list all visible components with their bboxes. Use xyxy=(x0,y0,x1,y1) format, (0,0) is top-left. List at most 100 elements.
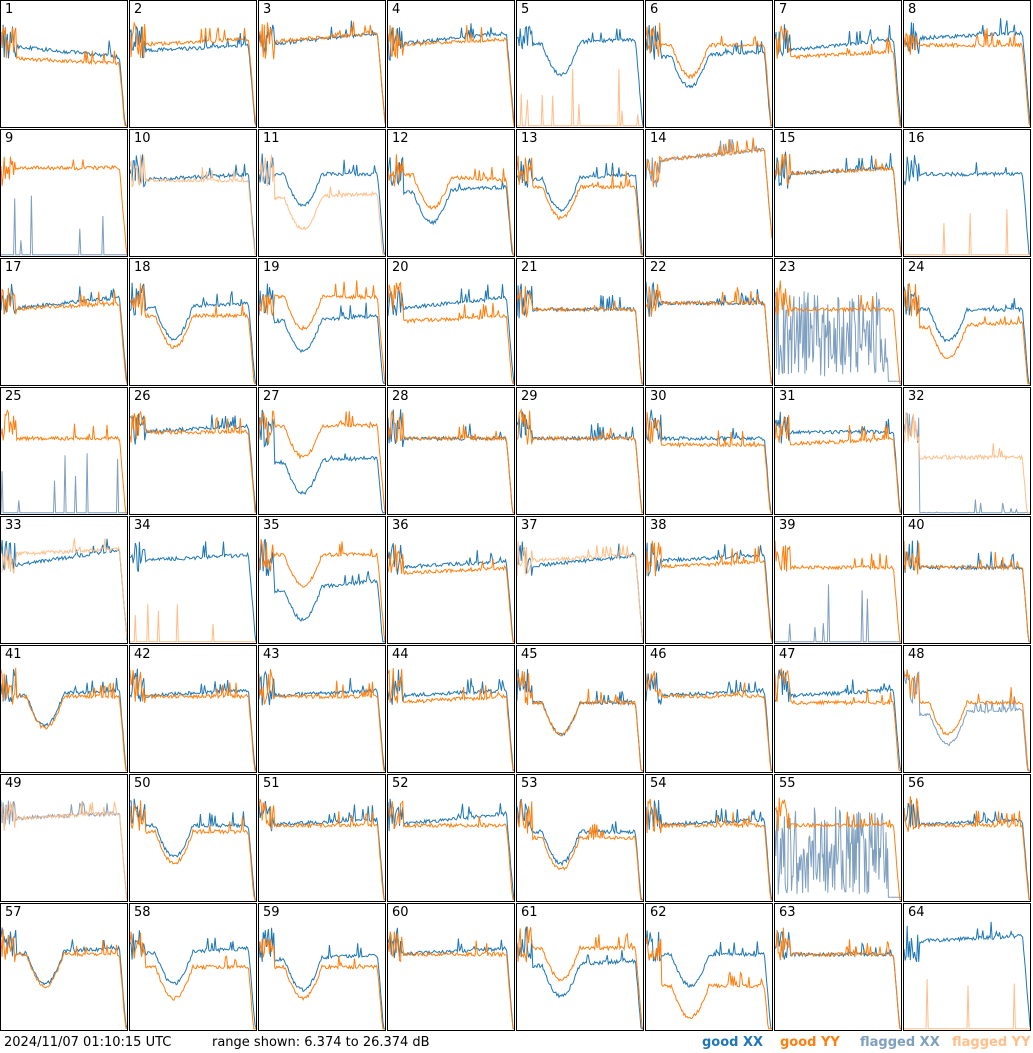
series-yy-line xyxy=(388,544,514,643)
tile-panel: 2 xyxy=(129,0,257,128)
tile-spectrum-plot xyxy=(259,927,385,1030)
tile-number: 4 xyxy=(392,2,401,17)
series-yy-line xyxy=(1,929,127,1029)
series-xx-line xyxy=(646,281,772,384)
series-xx-line xyxy=(1,538,127,641)
series-yy-line xyxy=(517,69,643,127)
tile-number: 64 xyxy=(908,905,925,920)
series-xx-line xyxy=(388,798,514,900)
tile-spectrum-plot xyxy=(388,154,514,256)
tile-panel: 28 xyxy=(387,387,515,515)
series-xx-line xyxy=(130,413,256,513)
series-xx-line xyxy=(130,798,256,901)
tile-panel: 15 xyxy=(774,129,902,257)
tile-spectrum-plot xyxy=(904,18,1030,126)
tile-number: 48 xyxy=(908,647,925,662)
series-yy-line xyxy=(904,209,1030,256)
series-yy-line xyxy=(1,287,127,384)
tile-spectrum-plot xyxy=(775,797,901,901)
tile-number: 58 xyxy=(134,905,151,920)
tile-number: 57 xyxy=(5,905,22,920)
tile-number: 43 xyxy=(263,647,280,662)
series-xx-line xyxy=(1,24,127,127)
series-xx-line xyxy=(904,283,1030,385)
tile-number: 55 xyxy=(779,776,796,791)
tile-panel: 31 xyxy=(774,387,902,515)
tile-spectrum-plot xyxy=(259,669,385,772)
series-xx-line xyxy=(259,409,385,514)
series-yy-line xyxy=(130,283,256,385)
series-xx-line xyxy=(775,669,901,771)
tile-number: 37 xyxy=(521,518,538,533)
series-xx-line xyxy=(388,23,514,123)
series-xx-line xyxy=(904,921,1030,1028)
series-xx-line xyxy=(130,541,256,642)
series-yy-line xyxy=(1,801,127,900)
tile-spectrum-plot xyxy=(1,800,127,900)
tile-spectrum-plot xyxy=(775,927,901,1030)
series-xx-line xyxy=(259,670,385,771)
tile-panel: 14 xyxy=(645,129,773,257)
series-yy-line xyxy=(904,540,1030,643)
tile-panel: 52 xyxy=(387,774,515,902)
tile-number: 16 xyxy=(908,131,925,146)
tile-number: 24 xyxy=(908,260,925,275)
series-xx-line xyxy=(775,806,901,898)
tile-panel: 55 xyxy=(774,774,902,902)
tile-number: 28 xyxy=(392,389,409,404)
tile-number: 44 xyxy=(392,647,409,662)
series-xx-line xyxy=(130,154,256,256)
tile-spectrum-plot xyxy=(646,540,772,642)
tile-number: 8 xyxy=(908,2,917,17)
series-yy-line xyxy=(259,280,385,384)
tile-spectrum-plot xyxy=(517,926,643,1030)
series-yy-line xyxy=(646,936,772,1030)
tile-panel: 26 xyxy=(129,387,257,515)
series-xx-line xyxy=(517,411,643,514)
tile-panel: 63 xyxy=(774,903,902,1031)
tile-spectrum-plot xyxy=(1,156,127,256)
tile-spectrum-plot xyxy=(646,409,772,514)
tile-spectrum-plot xyxy=(259,153,385,256)
series-xx-line xyxy=(517,283,643,385)
tile-number: 50 xyxy=(134,776,151,791)
tile-spectrum-plot xyxy=(1,24,127,127)
tile-spectrum-plot xyxy=(259,20,385,124)
series-xx-line xyxy=(775,411,901,513)
tile-spectrum-plot xyxy=(646,798,772,901)
series-xx-line xyxy=(775,584,901,643)
tile-number: 59 xyxy=(263,905,280,920)
series-xx-line xyxy=(259,20,385,122)
series-yy-line xyxy=(259,21,385,124)
tile-spectrum-plot xyxy=(388,23,514,126)
tile-panel: 41 xyxy=(0,645,128,773)
series-xx-line xyxy=(517,669,643,772)
series-yy-line xyxy=(388,25,514,126)
series-yy-line xyxy=(646,671,772,772)
series-yy-line xyxy=(388,931,514,1030)
tile-spectrum-plot xyxy=(1,538,127,641)
series-xx-line xyxy=(517,541,643,642)
tile-spectrum-plot xyxy=(130,21,256,126)
timestamp: 2024/11/07 01:10:15 UTC xyxy=(4,1035,172,1050)
tile-panel: 11 xyxy=(258,129,386,257)
tile-panel: 62 xyxy=(645,903,773,1031)
series-xx-line xyxy=(646,542,772,642)
tile-spectrum-plot xyxy=(259,280,385,385)
tile-spectrum-plot xyxy=(775,151,901,255)
series-yy-line xyxy=(517,541,643,642)
tile-number: 34 xyxy=(134,518,151,533)
tile-number: 27 xyxy=(263,389,280,404)
tile-number: 9 xyxy=(5,131,14,146)
series-xx-line xyxy=(904,799,1030,900)
tile-spectrum-plot xyxy=(1,283,127,384)
tile-panel: 9 xyxy=(0,129,128,257)
tile-panel: 32 xyxy=(903,387,1031,515)
tile-panel: 49 xyxy=(0,774,128,902)
series-xx-line xyxy=(646,799,772,900)
tile-panel: 13 xyxy=(516,129,644,257)
tile-number: 54 xyxy=(650,776,667,791)
tile-panel: 10 xyxy=(129,129,257,257)
series-yy-line xyxy=(130,411,256,514)
tile-spectrum-plot xyxy=(388,281,514,385)
